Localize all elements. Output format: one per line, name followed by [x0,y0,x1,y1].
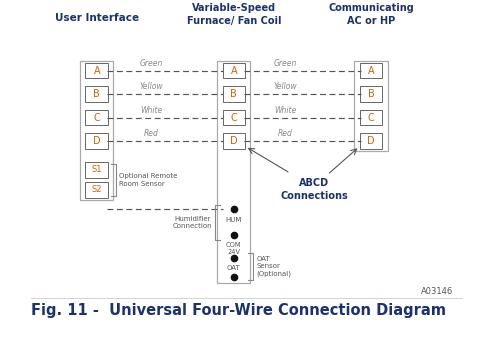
Text: Yellow: Yellow [139,82,163,91]
Text: Variable-Speed
Furnace/ Fan Coil: Variable-Speed Furnace/ Fan Coil [187,3,281,26]
FancyBboxPatch shape [223,63,245,78]
FancyBboxPatch shape [85,86,108,102]
Text: C: C [93,113,100,122]
Text: D: D [367,136,375,146]
Text: White: White [274,106,296,115]
Text: S2: S2 [91,185,102,194]
Text: ABCD
Connections: ABCD Connections [281,178,348,201]
Text: D: D [230,136,238,146]
Text: A: A [93,66,100,76]
Text: C: C [367,113,375,122]
Text: COM
24V: COM 24V [226,243,241,256]
Text: OAT: OAT [227,265,241,271]
Text: B: B [230,89,237,99]
Text: B: B [93,89,100,99]
Text: User Interface: User Interface [55,13,139,23]
Text: C: C [230,113,237,122]
Text: Yellow: Yellow [273,82,297,91]
FancyBboxPatch shape [360,63,382,78]
Text: Humidifier
Connection: Humidifier Connection [172,216,212,229]
Text: Optional Remote
Room Sensor: Optional Remote Room Sensor [119,173,178,187]
FancyBboxPatch shape [360,86,382,102]
Text: B: B [367,89,375,99]
Text: Green: Green [274,59,297,68]
FancyBboxPatch shape [85,63,108,78]
Text: HUM: HUM [226,217,242,223]
Text: A: A [230,66,237,76]
Text: A03146: A03146 [422,287,454,296]
FancyBboxPatch shape [354,61,388,151]
Text: Green: Green [140,59,163,68]
Text: Fig. 11 -  Universal Four-Wire Connection Diagram: Fig. 11 - Universal Four-Wire Connection… [31,303,446,318]
FancyBboxPatch shape [217,61,251,283]
FancyBboxPatch shape [223,133,245,149]
FancyBboxPatch shape [80,61,114,200]
FancyBboxPatch shape [85,133,108,149]
FancyBboxPatch shape [360,133,382,149]
FancyBboxPatch shape [223,86,245,102]
Text: S1: S1 [91,165,102,174]
Text: Red: Red [277,129,292,138]
FancyBboxPatch shape [85,110,108,125]
Text: D: D [93,136,101,146]
FancyBboxPatch shape [85,162,108,178]
Text: Communicating
AC or HP: Communicating AC or HP [328,3,414,26]
Text: White: White [140,106,162,115]
FancyBboxPatch shape [85,182,108,198]
Text: OAT
Sensor
(Optional): OAT Sensor (Optional) [256,256,292,277]
Text: A: A [368,66,374,76]
Text: Red: Red [144,129,159,138]
FancyBboxPatch shape [360,110,382,125]
FancyBboxPatch shape [223,110,245,125]
